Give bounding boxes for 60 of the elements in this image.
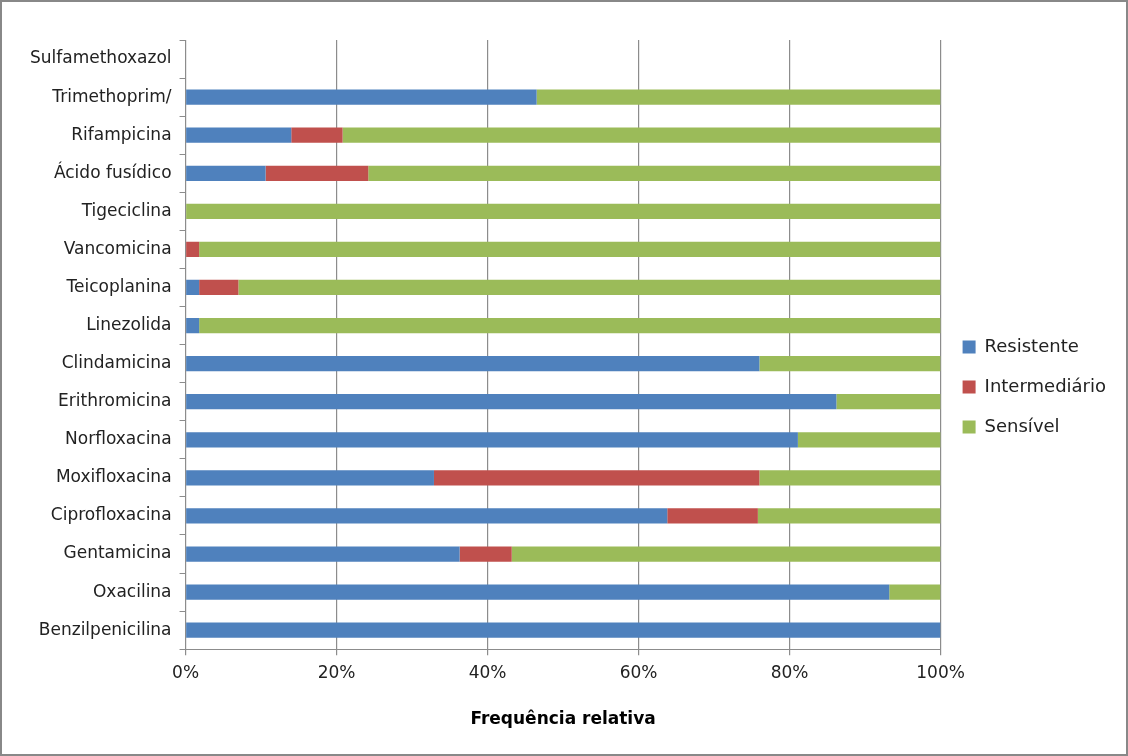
- bar: [889, 584, 941, 600]
- x-tick-label: 20%: [317, 661, 356, 682]
- bar: [186, 584, 890, 600]
- bar: [186, 279, 200, 296]
- bar: [511, 546, 941, 562]
- bar: [186, 89, 537, 105]
- bar: [368, 165, 941, 181]
- bar: [186, 165, 266, 181]
- x-axis-title: Frequência relativa: [470, 708, 656, 729]
- bar: [291, 127, 343, 143]
- bar: [667, 508, 758, 524]
- legend-label: Sensível: [984, 414, 1060, 436]
- bar: [199, 241, 941, 258]
- y-tick-label: Benzilpenicilina: [38, 618, 172, 639]
- y-tick-label: Vancomicina: [63, 237, 172, 258]
- bar: [265, 165, 369, 181]
- y-tick-label: Ciprofloxacina: [50, 504, 172, 525]
- legend-label: Resistente: [984, 334, 1079, 356]
- y-tick-label: Moxifloxacina: [55, 466, 172, 487]
- bar: [186, 470, 434, 486]
- y-tick-label: Oxacilina: [92, 580, 172, 601]
- x-tick-label: 80%: [770, 661, 809, 682]
- y-tick-label: Ácido fusídico: [53, 160, 172, 182]
- x-tick-label: 0%: [172, 661, 200, 682]
- bar: [186, 622, 941, 638]
- x-tick-label: 40%: [468, 661, 507, 682]
- bar: [186, 546, 460, 562]
- y-tick-label: Gentamicina: [63, 542, 172, 563]
- y-tick-label: Clindamicina: [61, 352, 172, 373]
- legend-label: Intermediário: [984, 374, 1107, 396]
- bar: [186, 241, 200, 258]
- y-tick-label: Trimethoprim/: [51, 85, 172, 106]
- bar: [199, 317, 941, 334]
- bar: [536, 89, 941, 105]
- bar: [797, 432, 941, 448]
- y-tick-label: Norfloxacina: [65, 428, 172, 449]
- bar: [186, 394, 837, 410]
- y-tick-label: Teicoplanina: [65, 275, 172, 296]
- y-tick-label: Erithromicina: [58, 390, 172, 411]
- bar: [342, 127, 941, 143]
- bar: [186, 317, 200, 334]
- y-tick-label: Linezolida: [86, 313, 172, 334]
- bar: [186, 508, 668, 524]
- bar: [759, 470, 941, 486]
- bar: [186, 203, 941, 219]
- bar: [186, 356, 760, 372]
- y-tick-label: Sulfamethoxazol: [29, 47, 172, 68]
- y-tick-label: Rifampicina: [71, 123, 172, 144]
- y-tick-label: Tigeciclina: [80, 199, 172, 220]
- bar: [433, 470, 760, 486]
- x-tick-label: 100%: [916, 661, 965, 682]
- bar: [186, 432, 798, 448]
- bar: [238, 279, 941, 296]
- bar: [836, 394, 941, 410]
- bar: [759, 356, 941, 372]
- bar: [199, 279, 239, 296]
- bar: [459, 546, 512, 562]
- bar: [757, 508, 941, 524]
- bar: [186, 127, 292, 143]
- x-tick-label: 60%: [619, 661, 658, 682]
